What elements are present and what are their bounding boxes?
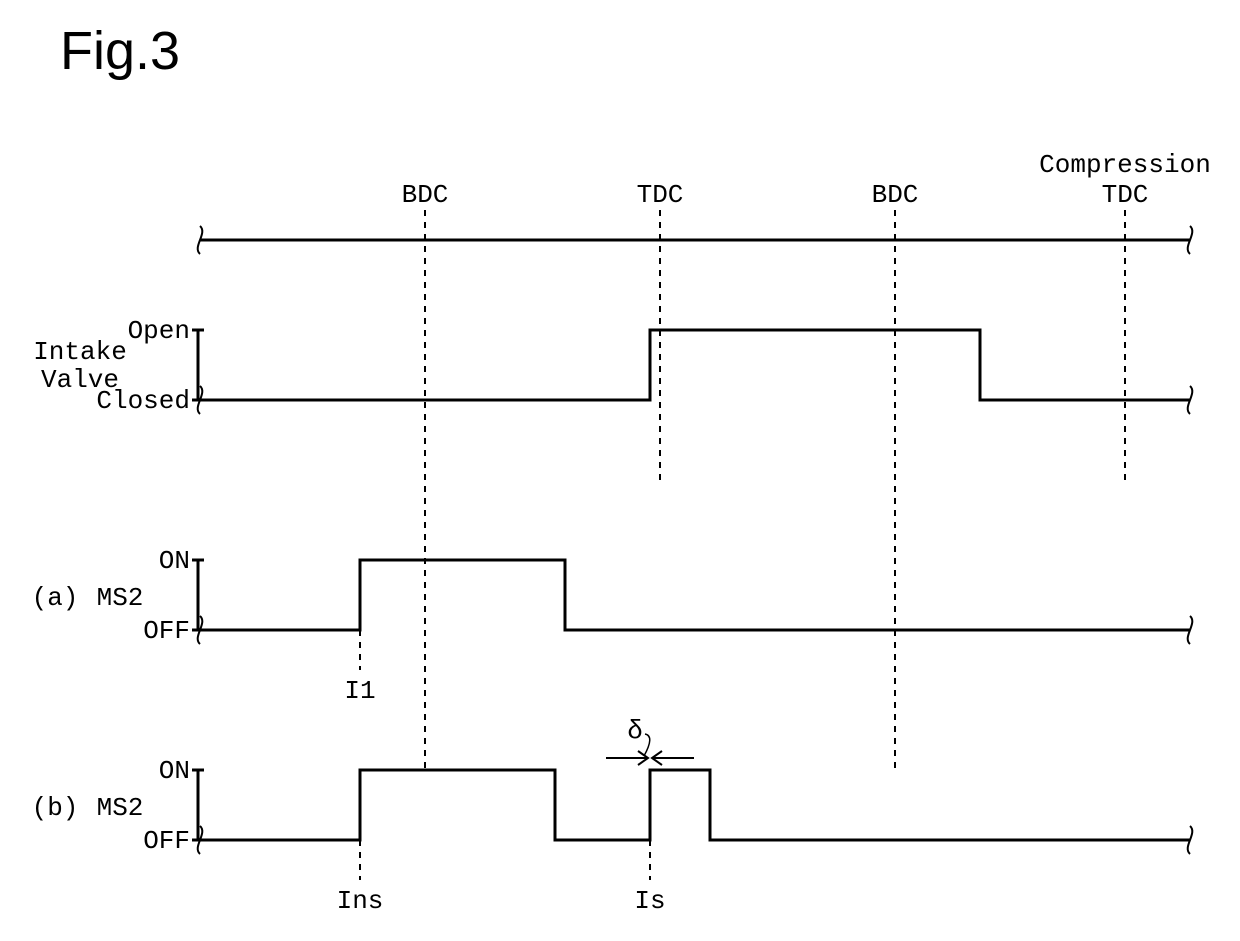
marker-Is: Is (634, 886, 665, 916)
track-b-off-label: OFF (143, 826, 190, 856)
track-a-off-label: OFF (143, 616, 190, 646)
marker-label-TDC2: TDC (1102, 180, 1149, 210)
track-b-on-label: ON (159, 756, 190, 786)
timing-diagram: BDCTDCBDCTDCCompressionIntakeValveOpenCl… (0, 0, 1240, 941)
delta-label: δ (627, 716, 643, 746)
marker-label-compression: Compression (1039, 150, 1211, 180)
track-a-label: MS2 (97, 583, 144, 613)
track-a-on-label: ON (159, 546, 190, 576)
marker-label-BDC1: BDC (402, 180, 449, 210)
track-b-prefix: (b) (32, 793, 79, 823)
marker-Ins: Ins (337, 886, 384, 916)
track-a-prefix: (a) (32, 583, 79, 613)
intake-closed-label: Closed (96, 386, 190, 416)
intake-open-label: Open (128, 316, 190, 346)
marker-label-TDC1: TDC (637, 180, 684, 210)
marker-I1: I1 (344, 676, 375, 706)
track-b-label: MS2 (97, 793, 144, 823)
marker-label-BDC2: BDC (872, 180, 919, 210)
intake-valve-label-1: Intake (33, 337, 127, 367)
